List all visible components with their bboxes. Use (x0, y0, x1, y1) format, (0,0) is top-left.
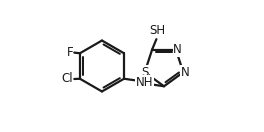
Text: NH: NH (135, 76, 153, 89)
Text: F: F (67, 46, 73, 59)
Text: N: N (181, 66, 189, 79)
Text: N: N (173, 43, 182, 56)
Text: S: S (141, 66, 148, 79)
Text: SH: SH (149, 24, 165, 37)
Text: Cl: Cl (62, 72, 73, 86)
